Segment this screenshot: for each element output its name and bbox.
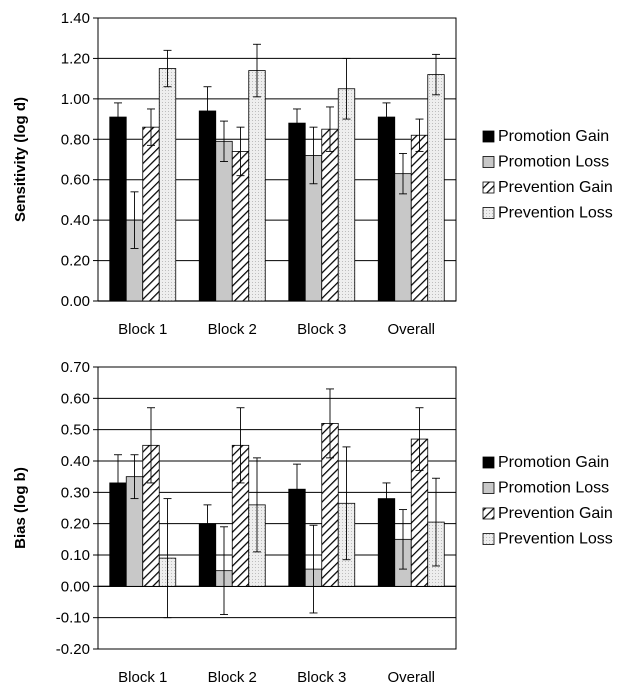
- y-tick-label: 0.50: [61, 422, 90, 439]
- bar: [248, 70, 266, 302]
- legend-swatch: [482, 181, 495, 194]
- y-tick-label: 0.20: [61, 516, 90, 533]
- legend-label: Promotion Loss: [498, 480, 609, 497]
- plot-frame: [97, 366, 457, 650]
- bar: [410, 134, 429, 302]
- legend: Promotion Gain Promotion Loss Prevention G…: [482, 128, 613, 222]
- legend-label: Prevention Gain: [498, 505, 613, 522]
- y-tick-label: 0.80: [61, 131, 90, 148]
- y-tick-label: -0.10: [56, 610, 90, 627]
- legend: Promotion Gain Promotion Loss Prevention G…: [482, 454, 613, 548]
- bar: [377, 116, 396, 302]
- y-tick-label: 0.40: [61, 453, 90, 470]
- sensitivity-chart: 0.00 0.20 0.40 0.60 0.80 1.00 1.20 1.40 Block 1 B…: [12, 10, 613, 338]
- x-tick-label: Overall: [387, 321, 435, 338]
- bar: [158, 68, 177, 302]
- legend-label: Prevention Loss: [498, 205, 613, 222]
- x-tick-label: Block 1: [118, 669, 167, 686]
- y-tick-label: 0.20: [61, 253, 90, 270]
- y-axis-title: Bias (log b): [12, 467, 29, 549]
- y-tick-label: 0.40: [61, 212, 90, 229]
- bias-chart: -0.20 -0.10 0.00 0.10 0.20 0.30 0.40 0.50 0.60 0.…: [12, 359, 613, 686]
- y-tick-label: 0.30: [61, 484, 90, 501]
- y-tick-label: 0.00: [61, 578, 90, 595]
- legend-swatch: [482, 207, 495, 219]
- bar: [288, 122, 306, 302]
- legend-swatch: [482, 533, 495, 545]
- legend-label: Promotion Gain: [498, 454, 609, 471]
- x-tick-label: Block 2: [208, 669, 257, 686]
- bar: [142, 126, 160, 302]
- y-tick-label: -0.20: [56, 641, 90, 658]
- y-tick-label: 0.00: [61, 293, 90, 310]
- legend-label: Promotion Gain: [498, 128, 609, 145]
- legend-swatch: [482, 507, 495, 520]
- x-tick-label: Block 3: [297, 321, 346, 338]
- legend-label: Promotion Loss: [498, 154, 609, 171]
- y-tick-label: 0.60: [61, 390, 90, 407]
- bar: [109, 116, 127, 302]
- legend-swatch: [482, 130, 495, 143]
- legend-swatch: [482, 156, 495, 168]
- bar: [198, 110, 217, 302]
- y-axis-title: Sensitivity (log d): [12, 97, 29, 222]
- y-tick-label: 1.00: [61, 91, 90, 108]
- y-tick-label: 1.20: [61, 50, 90, 67]
- y-tick-label: 0.10: [61, 547, 90, 564]
- bar: [321, 128, 339, 302]
- y-tick-label: 1.40: [61, 10, 90, 27]
- y-tick-label: 0.60: [61, 172, 90, 189]
- bar: [427, 74, 445, 302]
- legend-label: Prevention Gain: [498, 179, 613, 196]
- bar: [337, 88, 356, 302]
- bar: [215, 140, 233, 302]
- legend-swatch: [482, 456, 495, 469]
- x-tick-label: Block 2: [208, 321, 257, 338]
- legend-label: Prevention Loss: [498, 531, 613, 548]
- x-tick-label: Overall: [387, 669, 435, 686]
- x-tick-label: Block 1: [118, 321, 167, 338]
- y-tick-label: 0.70: [61, 359, 90, 376]
- x-tick-label: Block 3: [297, 669, 346, 686]
- legend-swatch: [482, 482, 495, 494]
